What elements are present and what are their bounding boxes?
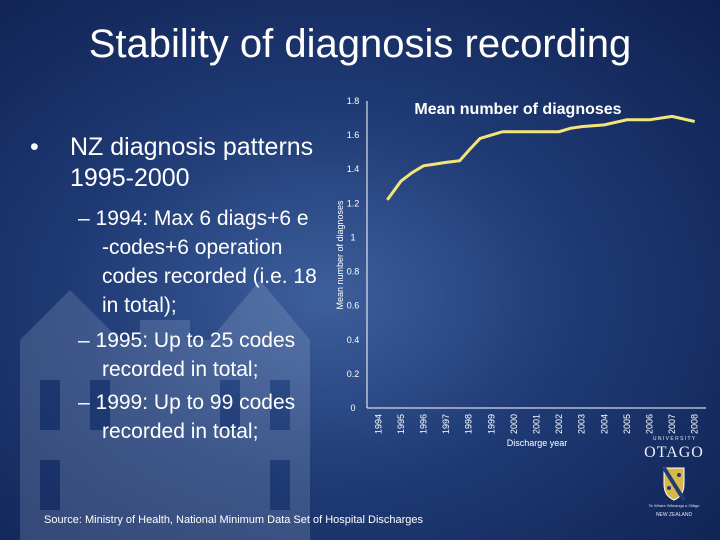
building-background-image — [20, 280, 310, 540]
y-tick-label: 1.2 — [347, 198, 360, 208]
y-tick-label: 1.4 — [347, 164, 360, 174]
x-tick-label: 2002 — [554, 414, 564, 434]
x-tick-label: 1999 — [486, 414, 496, 434]
university-logo: U N I V E R S I T Y OTAGO Te Whare Wānan… — [642, 436, 706, 522]
y-tick-label: 1 — [350, 232, 355, 242]
logo-tagline: Te Whare Wānanga o Otāgo — [648, 503, 700, 508]
series-line — [386, 114, 696, 201]
y-axis-label: Mean number of diagnoses — [335, 200, 345, 310]
x-tick-label: 1997 — [441, 414, 451, 434]
y-tick-label: 0.6 — [347, 301, 360, 311]
x-tick-label: 2005 — [622, 414, 632, 434]
slide-title: Stability of diagnosis recording — [88, 22, 632, 66]
x-tick-label: 1994 — [373, 414, 383, 434]
y-tick-label: 0.2 — [347, 369, 360, 379]
y-tick-label: 0.8 — [347, 267, 360, 277]
x-tick-label: 2007 — [667, 414, 677, 434]
x-tick-label: 2000 — [509, 414, 519, 434]
y-tick-label: 1.8 — [347, 96, 360, 106]
y-tick-label: 1.6 — [347, 130, 360, 140]
x-axis-label: Discharge year — [507, 438, 568, 448]
x-tick-label: 2001 — [532, 414, 542, 434]
x-tick-label: 2003 — [577, 414, 587, 434]
logo-country: NEW ZEALAND — [655, 512, 693, 518]
logo-university-text: U N I V E R S I T Y — [652, 436, 696, 442]
x-tick-label: 2006 — [645, 414, 655, 434]
logo-wordmark: OTAGO — [644, 444, 704, 461]
x-tick-label: 1995 — [396, 414, 406, 434]
crest-icon — [662, 466, 686, 502]
y-tick-label: 0.4 — [347, 335, 360, 345]
x-tick-label: 2004 — [599, 414, 609, 434]
y-tick-label: 0 — [350, 403, 355, 413]
x-tick-label: 1998 — [464, 414, 474, 434]
x-tick-label: 1996 — [419, 414, 429, 434]
x-tick-label: 2008 — [690, 414, 700, 434]
chart-title: Mean number of diagnoses — [414, 101, 621, 118]
source-note: Source: Ministry of Health, National Min… — [44, 514, 424, 526]
